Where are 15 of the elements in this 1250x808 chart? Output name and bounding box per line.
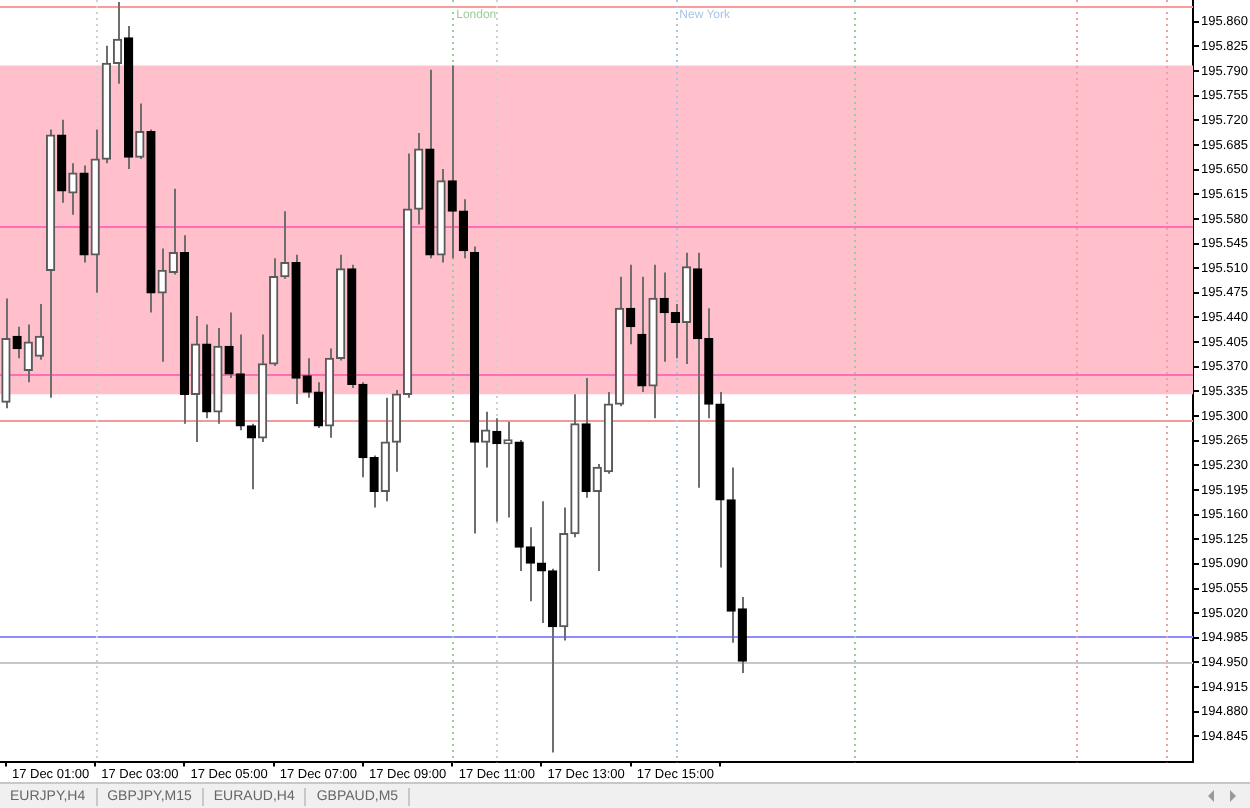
candlestick	[626, 263, 636, 346]
candlestick	[246, 422, 257, 491]
candlestick	[447, 64, 457, 260]
candlestick	[68, 162, 78, 216]
candlestick	[224, 311, 234, 380]
candlestick	[492, 417, 502, 523]
candlestick	[380, 396, 390, 503]
candlestick	[458, 198, 469, 260]
candlestick	[313, 381, 323, 430]
candlestick	[190, 315, 201, 444]
candlestick	[525, 526, 535, 603]
candlestick	[481, 410, 491, 469]
candlestick	[536, 500, 547, 625]
candlestick	[135, 102, 145, 161]
candlestick	[12, 325, 22, 360]
